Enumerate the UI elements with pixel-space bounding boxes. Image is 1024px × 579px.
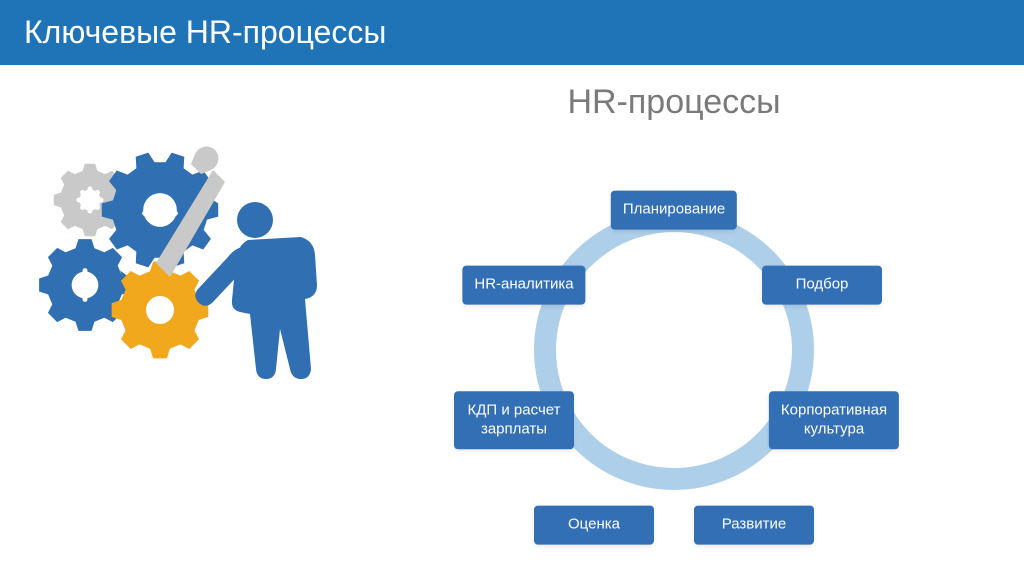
right-panel: HR-процессы Планирование Подбор Корпоратив…	[324, 65, 1024, 579]
diagram-title: HR-процессы	[324, 83, 1024, 122]
cycle-node-label: Корпоративная культура	[781, 401, 887, 437]
slide-title: Ключевые HR-процессы	[24, 14, 386, 50]
cycle-node-label: Планирование	[623, 201, 725, 218]
cycle-diagram: Планирование Подбор Корпоративная культура…	[464, 155, 884, 555]
slide-header: Ключевые HR-процессы	[0, 0, 1024, 65]
cycle-node: Корпоративная культура	[769, 391, 899, 449]
cycle-node: HR-аналитика	[462, 266, 585, 305]
cycle-node: КДП и расчет зарплаты	[454, 391, 574, 449]
cycle-node-label: КДП и расчет зарплаты	[468, 401, 561, 437]
cycle-node: Планирование	[611, 191, 737, 230]
cycle-node-label: Развитие	[722, 516, 787, 533]
cycle-node: Оценка	[534, 506, 654, 545]
cycle-node-label: Оценка	[568, 516, 620, 533]
person-icon	[195, 202, 317, 379]
cycle-node: Развитие	[694, 506, 814, 545]
cycle-node: Подбор	[762, 266, 882, 305]
gears-person-svg	[20, 125, 320, 445]
cycle-node-label: Подбор	[796, 276, 849, 293]
slide-content: HR-процессы Планирование Подбор Корпоратив…	[0, 65, 1024, 579]
left-illustration	[20, 125, 320, 425]
cycle-node-label: HR-аналитика	[474, 276, 573, 293]
